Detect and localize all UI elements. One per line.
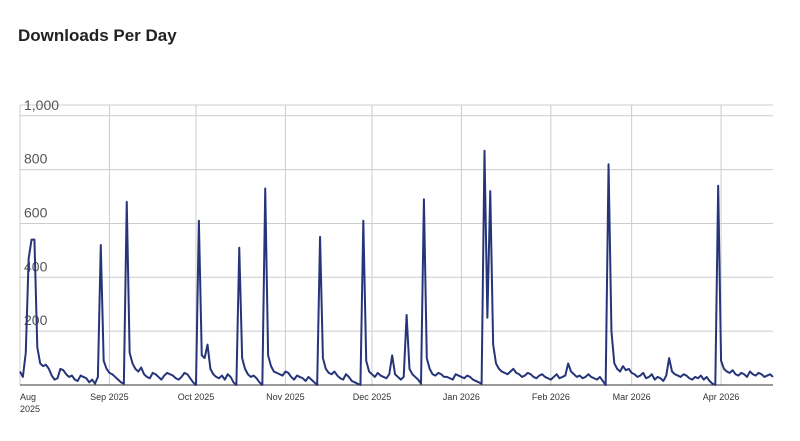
y-tick-label: 800 <box>24 151 48 167</box>
x-tick-label: Sep 2025 <box>90 392 129 402</box>
x-tick-label: Jan 2026 <box>443 392 480 402</box>
x-tick-label: Apr 2026 <box>703 392 740 402</box>
x-tick-label: Feb 2026 <box>532 392 570 402</box>
x-tick-label: Dec 2025 <box>353 392 392 402</box>
data-line <box>19 149 774 386</box>
x-tick-label: Mar 2026 <box>613 392 651 402</box>
y-tick-label: 600 <box>24 204 48 220</box>
y-tick-label: 1,000 <box>24 97 59 113</box>
x-tick-label: Oct 2025 <box>178 392 215 402</box>
x-tick-label: Aug 2025 <box>20 392 40 414</box>
chart-title: Downloads Per Day <box>18 26 177 45</box>
x-tick-label: Nov 2025 <box>266 392 305 402</box>
